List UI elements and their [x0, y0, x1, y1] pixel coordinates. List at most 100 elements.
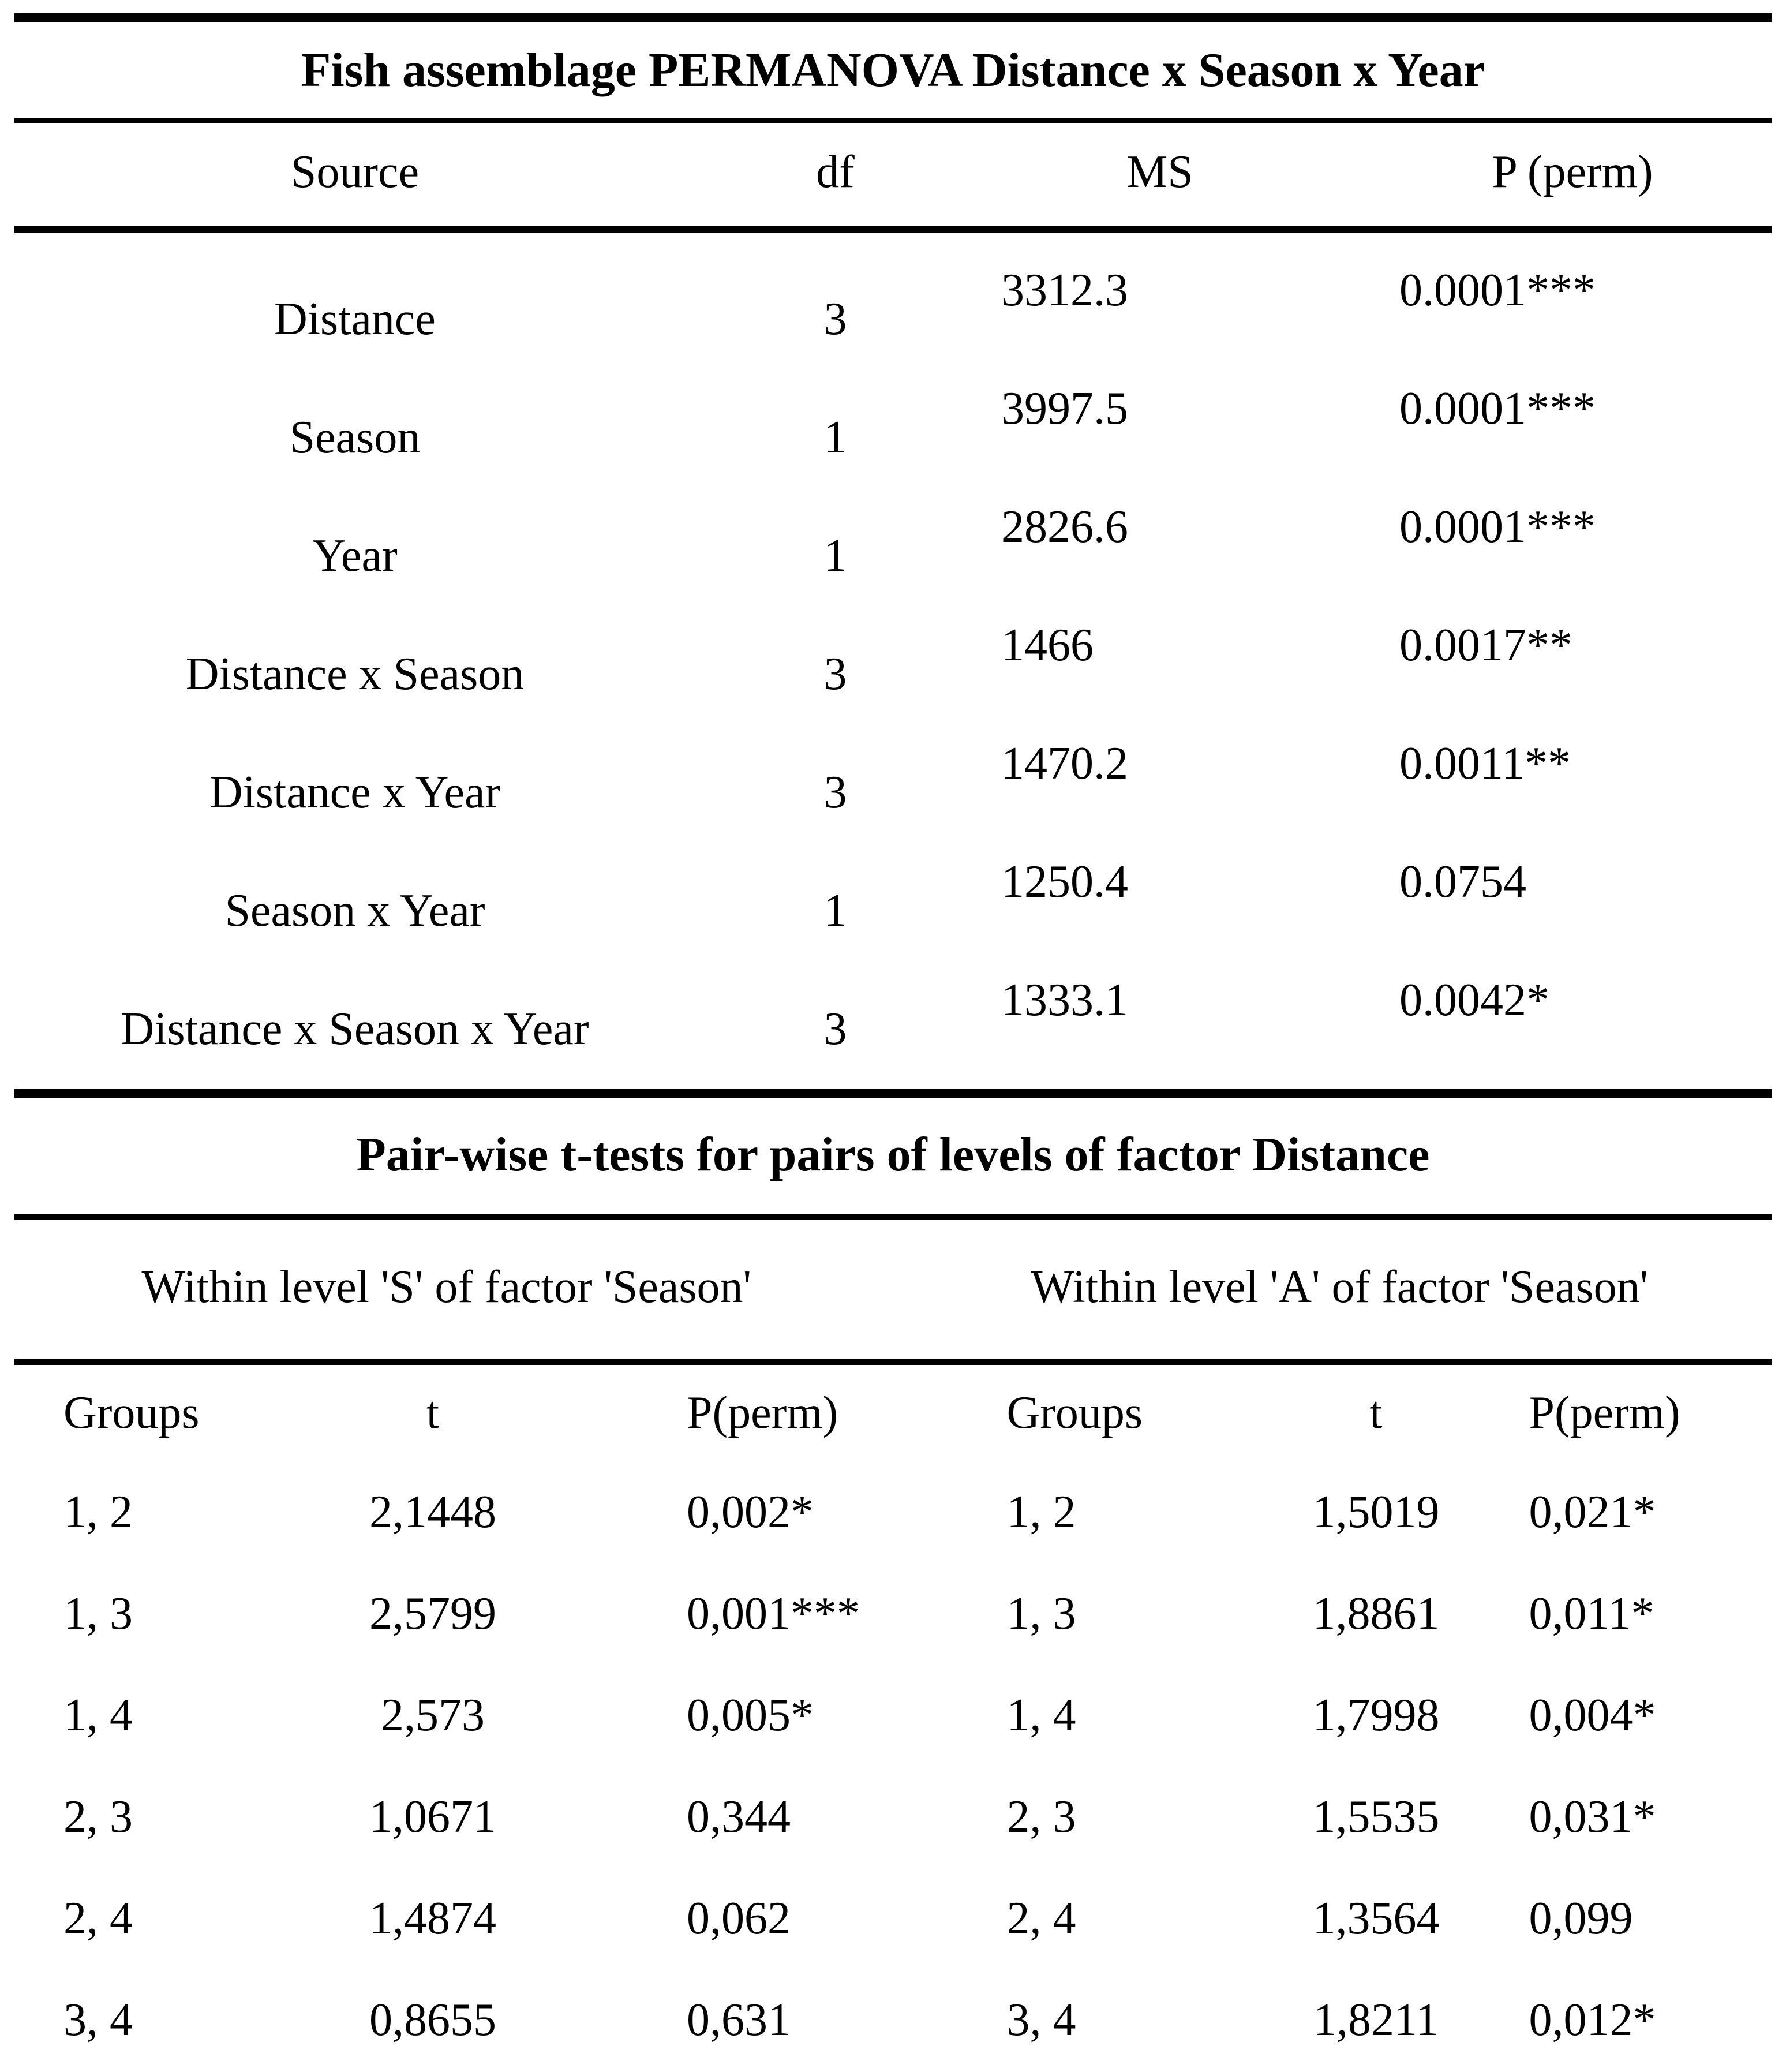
df-cell: 3 [823, 766, 847, 818]
pairwise-subtitle-row: Within level 'S' of factor 'Season' With… [0, 1218, 1786, 1356]
p-cell: 0,001*** [687, 1588, 860, 1639]
t-cell: 1,4874 [369, 1893, 496, 1944]
pairwise-title: Pair-wise t-tests for pairs of levels of… [356, 1128, 1430, 1181]
table-row: 2, 4 1,4874 0,062 2, 4 1,3564 0,099 [0, 1868, 1786, 1969]
table-row: Distance x Year 3 1470.2 0.0011** [0, 733, 1786, 851]
t-cell: 2,573 [381, 1690, 485, 1741]
divider [14, 226, 1772, 233]
table-row: 1, 2 2,1448 0,002* 1, 2 1,5019 0,021* [0, 1461, 1786, 1563]
column-header-p-perm: P (perm) [1492, 147, 1653, 197]
groups-cell: 2, 4 [63, 1893, 133, 1944]
t-cell: 0,8655 [369, 1995, 496, 2045]
t-cell: 1,3564 [1312, 1893, 1440, 1944]
t-cell: 1,8861 [1312, 1588, 1440, 1639]
ms-cell: 2826.6 [1001, 501, 1128, 552]
source-cell: Distance x Season [185, 648, 525, 700]
ms-cell: 3997.5 [1001, 383, 1128, 434]
groups-cell: 1, 2 [63, 1487, 133, 1538]
table-row: Season x Year 1 1250.4 0.0754 [0, 851, 1786, 970]
table-row: Year 1 2826.6 0.0001*** [0, 496, 1786, 615]
ms-cell: 1250.4 [1001, 856, 1128, 907]
table-row: Season 1 3997.5 0.0001*** [0, 378, 1786, 496]
df-cell: 3 [823, 293, 847, 345]
source-cell: Season [289, 412, 421, 463]
t-cell: 2,5799 [369, 1588, 496, 1639]
df-cell: 1 [823, 530, 847, 581]
table-row: 3, 4 0,8655 0,631 3, 4 1,8211 0,012* [0, 1969, 1786, 2071]
p-cell: 0.0017** [1399, 619, 1572, 671]
p-cell: 0,631 [687, 1995, 791, 2045]
ms-cell: 1470.2 [1001, 738, 1128, 789]
df-cell: 1 [823, 885, 847, 936]
column-header-ms: MS [1126, 147, 1193, 197]
column-header-p-perm: P(perm) [1529, 1387, 1680, 1438]
permanova-title: Fish assemblage PERMANOVA Distance x Sea… [301, 43, 1485, 97]
p-cell: 0,004* [1529, 1690, 1656, 1741]
groups-cell: 1, 4 [1006, 1690, 1076, 1741]
p-cell: 0.0042* [1399, 974, 1549, 1026]
divider [14, 1359, 1772, 1365]
p-cell: 0,031* [1529, 1792, 1656, 1842]
source-cell: Distance x Year [209, 766, 501, 818]
table-row: 1, 4 2,573 0,005* 1, 4 1,7998 0,004* [0, 1665, 1786, 1766]
df-cell: 3 [823, 648, 847, 700]
groups-cell: 2, 3 [1006, 1792, 1076, 1842]
p-cell: 0.0001*** [1399, 383, 1596, 434]
groups-cell: 3, 4 [63, 1995, 133, 2045]
source-cell: Year [312, 530, 398, 581]
column-header-groups: Groups [1006, 1387, 1143, 1438]
source-cell: Season x Year [224, 885, 485, 936]
df-cell: 3 [823, 1003, 847, 1054]
source-cell: Distance x Season x Year [121, 1003, 589, 1054]
divider-mid-thick [14, 1089, 1772, 1098]
ms-cell: 1466 [1001, 619, 1094, 671]
t-cell: 1,8211 [1313, 1995, 1439, 2045]
groups-cell: 1, 4 [63, 1690, 133, 1741]
p-cell: 0.0754 [1399, 856, 1526, 907]
subtitle-within-level-s: Within level 'S' of factor 'Season' [141, 1262, 751, 1312]
table-row: 2, 3 1,0671 0,344 2, 3 1,5535 0,031* [0, 1766, 1786, 1868]
divider [14, 118, 1772, 123]
divider-top-thick [14, 13, 1772, 22]
column-header-p-perm: P(perm) [687, 1387, 838, 1438]
p-cell: 0,002* [687, 1487, 814, 1538]
table-row: Distance 3 3312.3 0.0001*** [0, 260, 1786, 378]
p-cell: 0.0011** [1399, 738, 1571, 789]
ms-cell: 3312.3 [1001, 264, 1128, 316]
t-cell: 1,5019 [1312, 1487, 1440, 1538]
groups-cell: 2, 4 [1006, 1893, 1076, 1944]
column-header-t: t [426, 1387, 440, 1438]
groups-cell: 1, 3 [1006, 1588, 1076, 1639]
groups-cell: 1, 2 [1006, 1487, 1076, 1538]
pairwise-header-row: Groups t P(perm) Groups t P(perm) [0, 1367, 1786, 1459]
column-header-df: df [816, 147, 855, 197]
permanova-header-row: Source df MS P (perm) [0, 120, 1786, 224]
table-row: 1, 3 2,5799 0,001*** 1, 3 1,8861 0,011* [0, 1563, 1786, 1665]
column-header-source: Source [290, 147, 420, 197]
subtitle-within-level-a: Within level 'A' of factor 'Season' [1031, 1262, 1649, 1312]
groups-cell: 2, 3 [63, 1792, 133, 1842]
t-cell: 1,0671 [369, 1792, 496, 1842]
t-cell: 2,1448 [369, 1487, 496, 1538]
t-cell: 1,7998 [1312, 1690, 1440, 1741]
column-header-t: t [1369, 1387, 1383, 1438]
column-header-groups: Groups [63, 1387, 200, 1438]
table-row: Distance x Season x Year 3 1333.1 0.0042… [0, 970, 1786, 1088]
p-cell: 0,099 [1529, 1893, 1633, 1944]
t-cell: 1,5535 [1312, 1792, 1440, 1842]
p-cell: 0,021* [1529, 1487, 1656, 1538]
p-cell: 0.0001*** [1399, 501, 1596, 552]
p-cell: 0,012* [1529, 1995, 1656, 2045]
groups-cell: 3, 4 [1006, 1995, 1076, 2045]
table-row: Distance x Season 3 1466 0.0017** [0, 615, 1786, 733]
p-cell: 0,011* [1529, 1588, 1654, 1639]
groups-cell: 1, 3 [63, 1588, 133, 1639]
ms-cell: 1333.1 [1001, 974, 1128, 1026]
p-cell: 0,344 [687, 1792, 791, 1842]
p-cell: 0.0001*** [1399, 264, 1596, 316]
df-cell: 1 [823, 412, 847, 463]
divider [14, 1214, 1772, 1220]
p-cell: 0,062 [687, 1893, 791, 1944]
source-cell: Distance [274, 293, 436, 345]
